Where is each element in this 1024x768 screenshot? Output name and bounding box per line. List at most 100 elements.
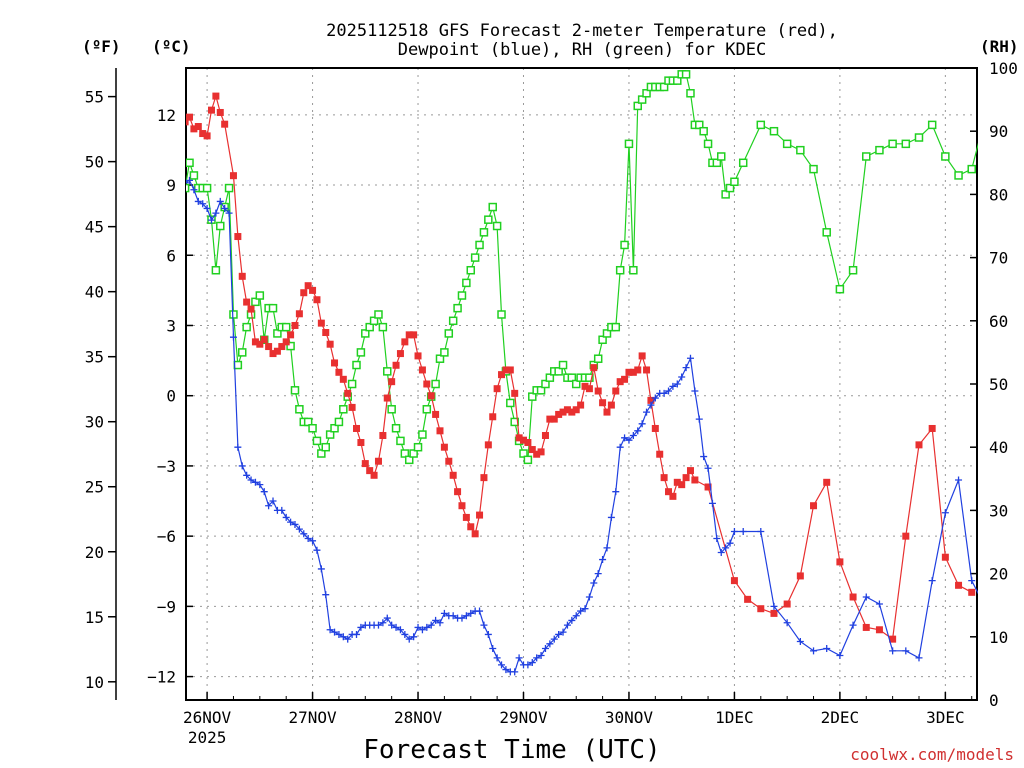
data-point-temperature: [603, 408, 611, 416]
data-point-dewpoint: [247, 476, 255, 484]
data-point-temperature: [563, 406, 571, 414]
data-point-dewpoint: [669, 382, 677, 390]
data-point-temperature: [374, 457, 382, 465]
data-point-temperature: [339, 375, 347, 383]
data-point-temperature: [436, 427, 444, 435]
data-point-temperature: [533, 450, 541, 458]
data-point-dewpoint: [700, 453, 708, 461]
data-point-temperature: [216, 108, 224, 116]
data-point-dewpoint: [739, 527, 747, 535]
data-point-rh: [528, 392, 537, 401]
data-point-rh: [202, 183, 212, 193]
data-point-rh: [189, 171, 199, 180]
data-point-temperature: [212, 92, 220, 100]
data-point-dewpoint: [643, 408, 651, 416]
tick-label-rh: 20: [989, 565, 1008, 584]
data-point-dewpoint: [216, 197, 224, 205]
data-point-temperature: [506, 366, 514, 374]
data-point-dewpoint: [862, 593, 870, 601]
data-point-temperature: [383, 394, 391, 402]
data-point-temperature: [427, 392, 435, 400]
data-point-temperature: [348, 403, 356, 411]
tick-label-year: 2025: [188, 728, 227, 747]
data-point-dewpoint: [875, 600, 883, 608]
data-point-rh: [598, 335, 607, 345]
data-point-temperature: [823, 478, 831, 486]
x-axis-title: Forecast Time (UTC): [363, 735, 660, 765]
data-point-dewpoint: [678, 373, 686, 381]
data-point-rh: [251, 297, 260, 307]
data-point-dewpoint: [388, 621, 396, 629]
data-point-dewpoint: [335, 630, 343, 638]
data-point-temperature: [273, 347, 281, 355]
data-point-temperature: [282, 338, 290, 346]
data-point-rh: [497, 310, 506, 319]
data-point-temperature: [669, 492, 677, 500]
data-point-rh: [418, 430, 427, 439]
data-point-temperature: [203, 132, 211, 140]
data-point-dewpoint: [476, 607, 484, 615]
data-point-dewpoint: [493, 654, 501, 662]
data-point-temperature: [555, 410, 563, 418]
data-point-temperature: [392, 361, 400, 369]
data-point-rh: [695, 120, 704, 130]
data-point-temperature: [449, 471, 457, 479]
grid-lines: [186, 68, 977, 700]
data-point-rh: [409, 449, 418, 458]
data-point-dewpoint: [199, 200, 207, 208]
data-point-rh: [312, 436, 322, 446]
data-point-rh: [347, 379, 357, 389]
data-point-dewpoint: [440, 609, 448, 617]
data-point-rh: [492, 221, 502, 231]
data-point-rh: [466, 265, 476, 275]
data-point-rh: [686, 89, 695, 98]
data-point-temperature: [287, 331, 295, 339]
data-point-dewpoint: [291, 520, 299, 528]
data-point-dewpoint: [458, 614, 466, 622]
data-point-dewpoint: [612, 488, 620, 496]
data-point-rh: [738, 158, 748, 168]
tick-label-rh: 60: [989, 312, 1008, 331]
data-point-dewpoint: [392, 623, 400, 631]
data-point-rh: [295, 405, 304, 414]
data-point-rh: [374, 310, 383, 319]
data-point-dewpoint: [221, 204, 229, 212]
data-point-rh: [387, 405, 396, 414]
data-point-temperature: [757, 605, 765, 613]
data-point-dewpoint: [427, 621, 435, 629]
data-point-dewpoint: [836, 652, 844, 660]
data-point-dewpoint: [282, 513, 290, 521]
data-point-rh: [484, 215, 493, 224]
data-point-dewpoint: [467, 609, 475, 617]
data-point-temperature: [256, 340, 264, 348]
data-point-rh: [558, 360, 568, 370]
tick-label-fahrenheit: 55: [85, 88, 104, 107]
data-point-temperature: [686, 467, 694, 475]
data-point-rh: [730, 177, 739, 187]
data-point-temperature: [968, 588, 976, 596]
data-point-temperature: [875, 626, 883, 634]
data-point-dewpoint: [889, 647, 897, 655]
data-point-temperature: [607, 401, 615, 409]
data-point-dewpoint: [625, 436, 633, 444]
data-point-rh: [237, 348, 247, 357]
data-point-dewpoint: [502, 666, 510, 674]
data-point-rh: [369, 316, 379, 326]
data-point-temperature: [643, 366, 651, 374]
data-point-rh: [308, 423, 317, 433]
data-point-temperature: [836, 558, 844, 566]
data-point-rh: [721, 190, 730, 199]
data-point-rh: [303, 417, 313, 427]
data-point-temperature: [783, 600, 791, 608]
data-point-temperature: [744, 595, 752, 603]
data-point-dewpoint: [726, 539, 734, 547]
data-point-dewpoint: [317, 565, 325, 573]
data-point-temperature: [265, 343, 273, 351]
data-point-dewpoint: [581, 605, 589, 613]
data-point-rh: [211, 265, 221, 275]
data-series: [186, 70, 978, 676]
tick-label-fahrenheit: 25: [85, 478, 104, 497]
series-temperature: [186, 92, 976, 643]
data-point-rh: [462, 278, 471, 288]
data-point-temperature: [502, 366, 510, 374]
